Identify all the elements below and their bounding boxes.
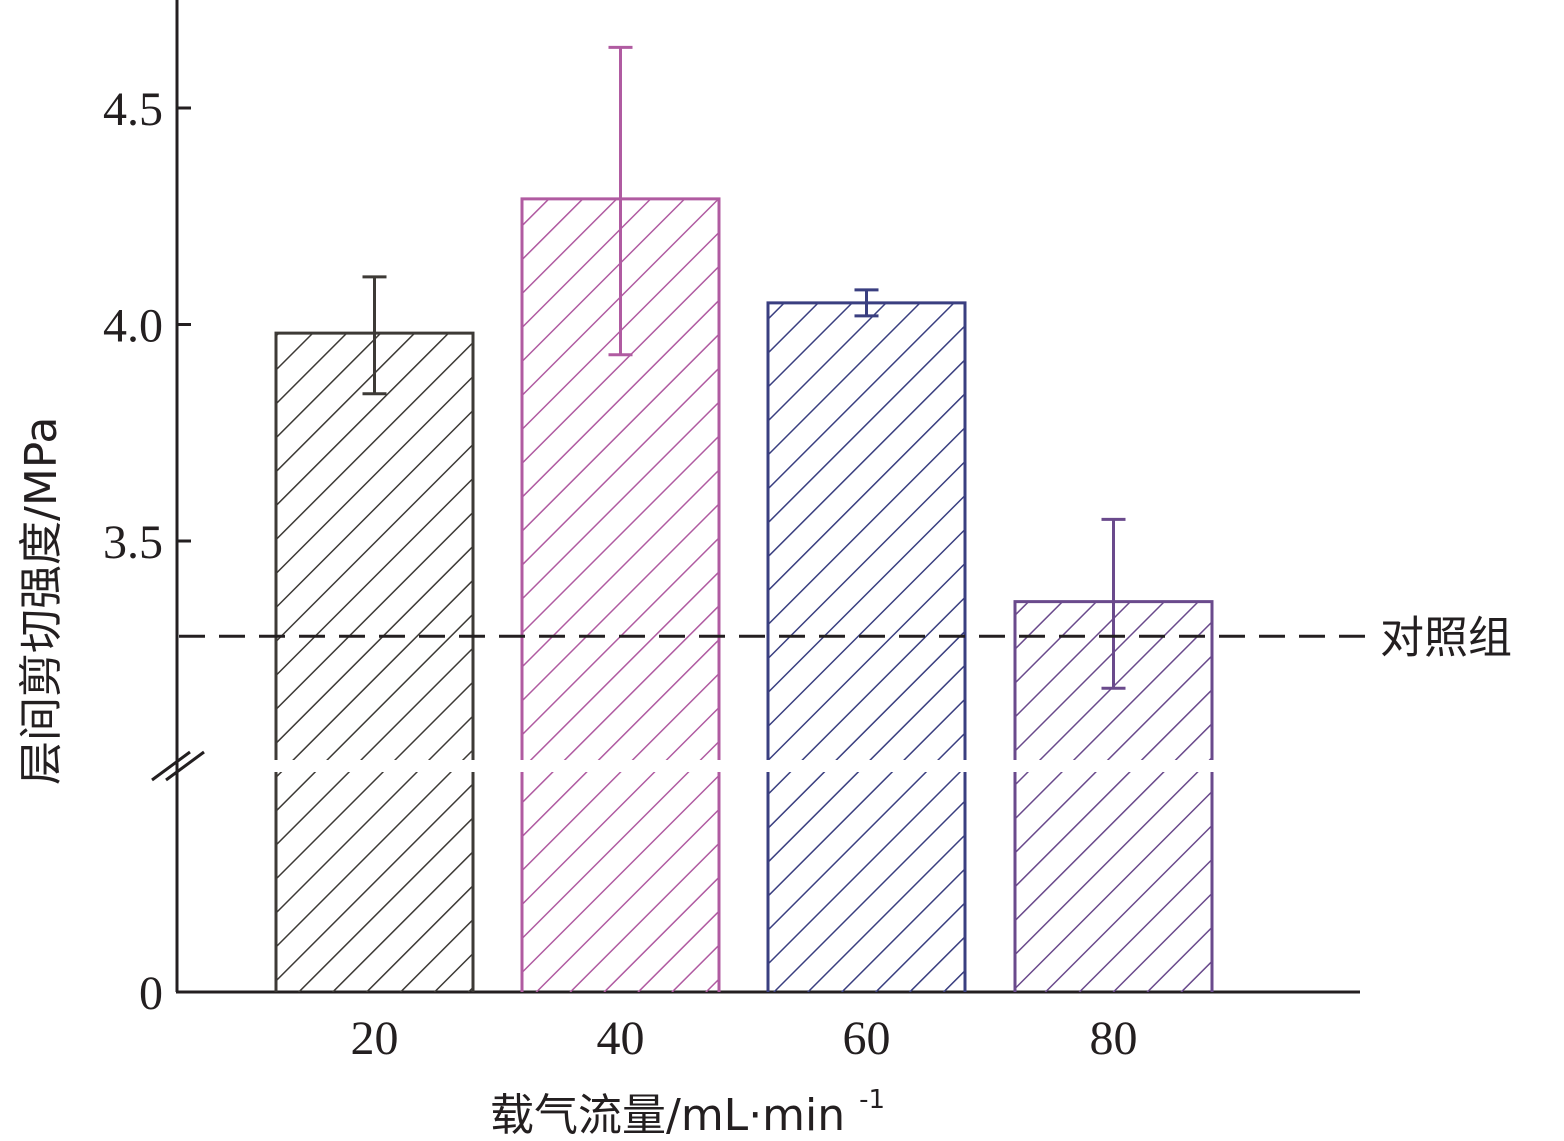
y-axis-label: 层间剪切强度/MPa <box>16 417 67 785</box>
y-tick-label: 4.0 <box>103 300 163 353</box>
x-axis-label-superscript: -1 <box>859 1085 885 1115</box>
bar-fill-upper <box>276 333 473 760</box>
y-tick-labels: 0 3.5 4.0 4.5 <box>103 83 163 1020</box>
bar-outline-lower <box>274 772 475 992</box>
error-bar-80 <box>1101 517 1126 690</box>
axis-break-mark <box>151 750 205 782</box>
bar-80 <box>1013 517 1214 992</box>
bar-fill-lower <box>276 772 473 992</box>
x-tick-label: 20 <box>351 1012 399 1065</box>
error-bar-60 <box>854 288 879 318</box>
x-tick-label: 60 <box>843 1012 891 1065</box>
y-tick-label: 4.5 <box>103 83 163 136</box>
bar-fill-lower <box>522 772 719 992</box>
bar-outline-lower <box>520 772 721 992</box>
y-tick-label: 3.5 <box>103 516 163 569</box>
bar-40 <box>520 45 721 992</box>
bar-outline-lower <box>1013 772 1214 992</box>
x-tick-label: 40 <box>597 1012 645 1065</box>
x-tick-label: 80 <box>1090 1012 1138 1065</box>
y-tick-label: 0 <box>139 967 163 1020</box>
x-axis-label: 载气流量/mL·min -1 <box>490 1085 885 1141</box>
bar-fill-lower <box>1015 772 1212 992</box>
bar-60 <box>766 288 967 992</box>
reference-line-label: 对照组 <box>1380 612 1512 663</box>
bar-fill-lower <box>768 772 965 992</box>
bar-outline-lower <box>766 772 967 992</box>
bar-20 <box>274 275 475 992</box>
error-bar-20 <box>362 275 387 396</box>
bars <box>274 45 1214 992</box>
x-tick-labels: 20 40 60 80 <box>351 1012 1138 1065</box>
bar-fill-upper <box>768 302 965 760</box>
x-axis-label-text: 载气流量/mL·min <box>490 1090 845 1141</box>
error-bar-40 <box>608 45 633 357</box>
